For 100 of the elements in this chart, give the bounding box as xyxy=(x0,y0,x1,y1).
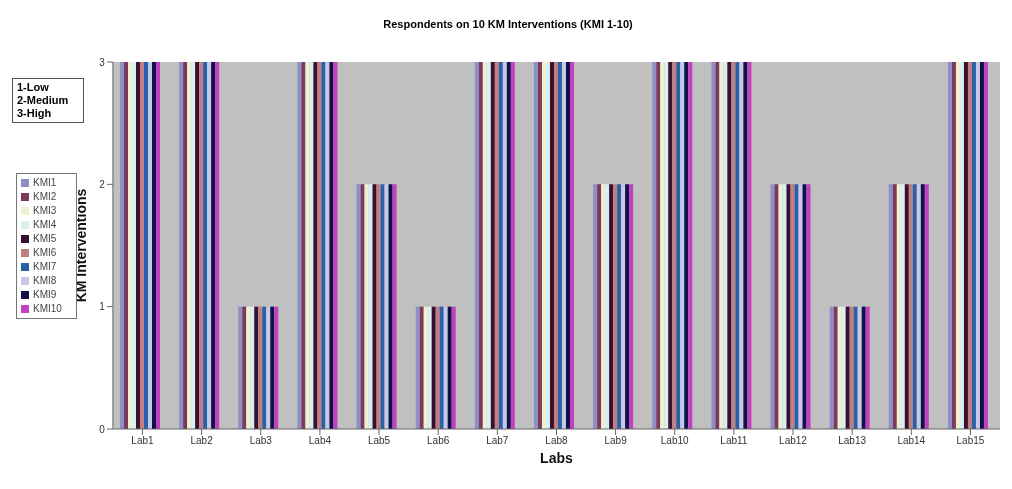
bar xyxy=(195,62,200,429)
bar xyxy=(975,62,980,429)
bar xyxy=(924,184,929,429)
bar xyxy=(656,62,661,429)
legend-label: KMI9 xyxy=(33,288,57,300)
x-tick-label: Lab13 xyxy=(838,435,867,447)
bar xyxy=(735,62,740,429)
bar xyxy=(537,62,542,429)
bar xyxy=(250,306,255,429)
bar xyxy=(270,306,275,429)
bar xyxy=(833,306,838,429)
bar xyxy=(916,184,921,429)
bar xyxy=(904,184,909,429)
text: 3-High xyxy=(17,107,53,120)
bar xyxy=(557,62,562,429)
bar xyxy=(959,62,964,429)
bar xyxy=(333,62,338,429)
bar xyxy=(688,62,693,429)
x-tick-label: Lab11 xyxy=(720,435,748,447)
bar xyxy=(790,184,795,429)
x-tick-label: Lab9 xyxy=(604,435,628,447)
bar xyxy=(431,306,436,429)
bar xyxy=(979,62,984,429)
x-tick-label: Lab1 xyxy=(131,435,155,447)
bar xyxy=(553,62,558,429)
bar xyxy=(676,62,681,429)
bar xyxy=(329,62,334,429)
bar xyxy=(621,184,626,429)
bar xyxy=(313,62,318,429)
bar xyxy=(778,184,783,429)
x-tick-label: Lab10 xyxy=(660,435,690,447)
x-axis-title: Labs xyxy=(540,450,573,466)
x-tick-label: Lab8 xyxy=(545,435,569,447)
bar xyxy=(739,62,744,429)
text: 2-Medium xyxy=(17,94,70,107)
bar xyxy=(368,184,373,429)
bar xyxy=(510,62,515,429)
bar xyxy=(798,184,803,429)
bar xyxy=(857,306,862,429)
legend-label: KMI5 xyxy=(33,232,57,244)
bar xyxy=(967,62,972,429)
legend-label: KMI7 xyxy=(33,260,57,272)
bar xyxy=(802,184,807,429)
y-tick-label: 1 xyxy=(99,301,106,313)
bar xyxy=(837,306,842,429)
bar xyxy=(301,62,306,429)
bar xyxy=(743,62,748,429)
bar xyxy=(506,62,511,429)
text: 1-Low xyxy=(17,81,50,94)
bar xyxy=(187,62,192,429)
legend-label: KMI8 xyxy=(33,274,57,286)
bar xyxy=(238,306,243,429)
bar xyxy=(609,184,614,429)
bar xyxy=(794,184,799,429)
bar xyxy=(297,62,302,429)
bar xyxy=(719,62,724,429)
bar xyxy=(246,306,251,429)
x-tick-label: Lab4 xyxy=(308,435,332,447)
bar xyxy=(715,62,720,429)
x-tick-label: Lab15 xyxy=(956,435,985,447)
bar xyxy=(380,184,385,429)
legend-label: KMI2 xyxy=(33,190,57,202)
bar xyxy=(482,62,487,429)
bar xyxy=(900,184,905,429)
bar xyxy=(888,184,893,429)
bar xyxy=(664,62,669,429)
bar xyxy=(356,184,361,429)
bar xyxy=(861,306,866,429)
bar xyxy=(908,184,913,429)
bar xyxy=(258,306,263,429)
y-tick-label: 0 xyxy=(99,423,106,435)
bar xyxy=(262,306,267,429)
bar xyxy=(447,306,452,429)
bar xyxy=(951,62,956,429)
bar xyxy=(136,62,140,429)
bar xyxy=(132,62,136,429)
y-tick-label: 3 xyxy=(99,56,106,68)
bar xyxy=(774,184,779,429)
bar xyxy=(274,306,279,429)
bar xyxy=(443,306,448,429)
bar xyxy=(317,62,322,429)
bar xyxy=(561,62,566,429)
bar xyxy=(668,62,673,429)
bar xyxy=(896,184,901,429)
bar xyxy=(593,184,598,429)
bar xyxy=(191,62,196,429)
bar xyxy=(533,62,538,429)
bar xyxy=(498,62,503,429)
bar xyxy=(947,62,952,429)
bar xyxy=(156,62,160,429)
bar xyxy=(415,306,420,429)
bar xyxy=(120,62,124,429)
bar xyxy=(423,306,428,429)
bar xyxy=(727,62,732,429)
bar xyxy=(419,306,424,429)
bar xyxy=(963,62,968,429)
bar xyxy=(266,306,271,429)
bar xyxy=(865,306,870,429)
bar xyxy=(179,62,184,429)
legend-label: KMI1 xyxy=(33,176,57,188)
